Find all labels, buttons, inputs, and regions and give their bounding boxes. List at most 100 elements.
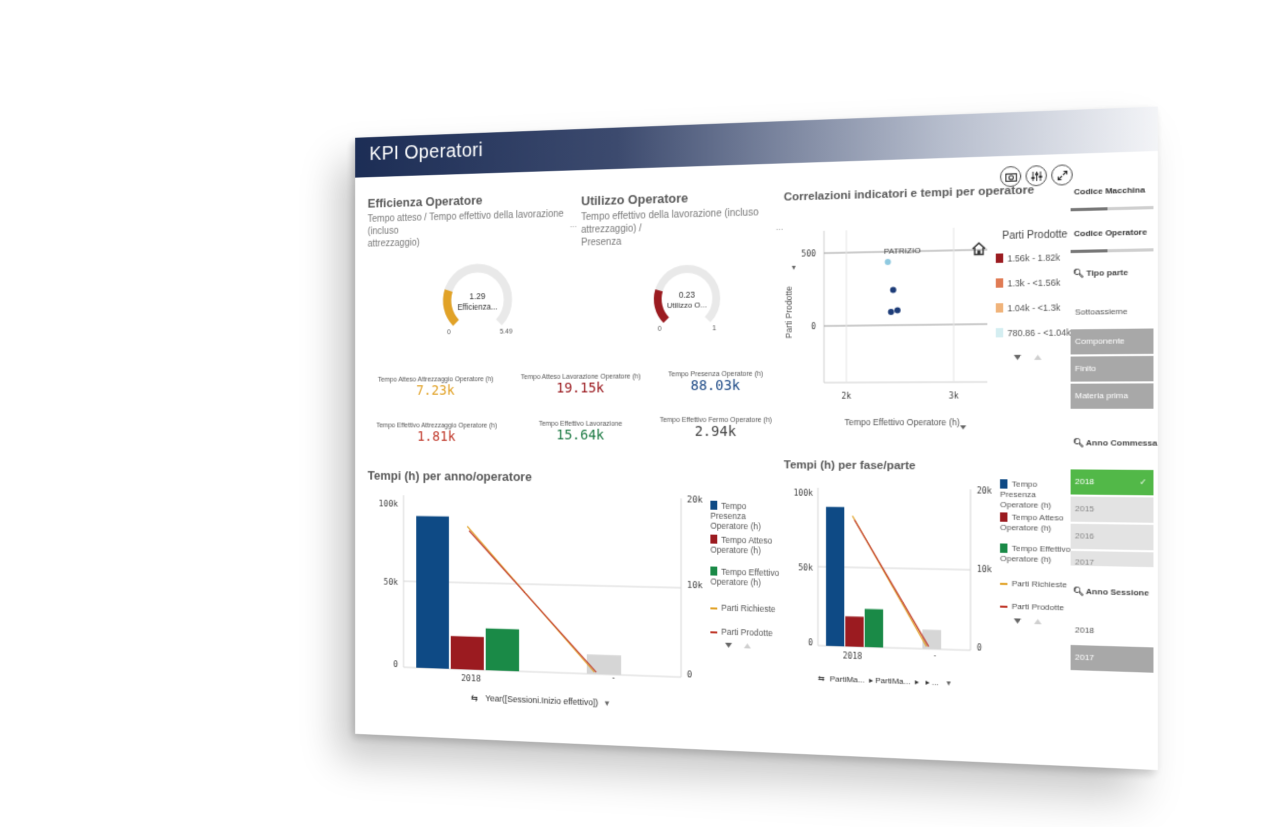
chevron-up-icon[interactable]: [1034, 619, 1041, 624]
scatter-legend-item[interactable]: 1.3k - <1.56k: [996, 277, 1060, 288]
scatter-legend-item[interactable]: 780.86 - <1.04k: [996, 327, 1071, 338]
bar[interactable]: [865, 609, 883, 648]
filter-tipo-parte-title[interactable]: 🔍︎ Tipo parte: [1073, 267, 1154, 278]
legend-label: Tempo Effettivo Operatore (h): [1000, 544, 1071, 564]
breadcrumb-item[interactable]: PartiMa...: [875, 676, 910, 686]
chart-fase-legend-item[interactable]: Parti Prodotte: [1000, 601, 1073, 610]
search-icon: 🔍︎: [1073, 269, 1084, 279]
legend-pager[interactable]: [724, 641, 754, 652]
chevron-down-icon[interactable]: [725, 643, 732, 648]
filter-codice-operatore[interactable]: Codice Operatore: [1071, 221, 1154, 253]
breadcrumb-item[interactable]: ...: [932, 678, 939, 687]
chevron-down-icon[interactable]: [960, 425, 966, 429]
breadcrumb-item[interactable]: PartiMa...: [830, 674, 865, 684]
bar[interactable]: [486, 628, 519, 671]
legend-swatch: [710, 535, 717, 544]
scatter-x-tick: 2k: [841, 392, 851, 401]
scatter-point-label: PATRIZIO: [884, 246, 921, 256]
y-left-tick: 100k: [379, 500, 399, 510]
scatter-point[interactable]: [890, 287, 896, 293]
legend-swatch: [710, 607, 717, 609]
chart-anno-legend-item[interactable]: Tempo Atteso Operatore (h): [710, 535, 781, 556]
legend-label: 780.86 - <1.04k: [1007, 327, 1070, 338]
filter-item[interactable]: Finito: [1071, 356, 1154, 382]
chart-anno[interactable]: 100k 50k 0 20k 10k 0 2018 -: [364, 485, 710, 693]
scatter-point[interactable]: [894, 307, 900, 313]
filter-bar: [1071, 249, 1108, 253]
filter-item[interactable]: Componente: [1071, 328, 1154, 354]
efficienza-subtitle: Tempo atteso / Tempo effettivo della lav…: [368, 208, 570, 251]
scatter-plot[interactable]: 500 0 2k 3k Parti Prodotte Tempo Effetti…: [782, 216, 998, 433]
bar[interactable]: [587, 654, 621, 675]
legend-swatch: [710, 501, 717, 510]
chart-fase-legend-item[interactable]: Tempo Atteso Operatore (h): [1000, 512, 1073, 534]
chart-fase-legend-item[interactable]: Tempo Effettivo Operatore (h): [1000, 543, 1073, 565]
chevron-down-icon[interactable]: [1014, 355, 1021, 360]
bar[interactable]: [416, 516, 449, 669]
scatter-y-tick: 0: [811, 322, 816, 331]
legend-pager[interactable]: [1013, 616, 1045, 627]
filter-codice-macchina[interactable]: Codice Macchina: [1071, 179, 1154, 212]
filter-item[interactable]: 2018: [1071, 618, 1154, 646]
chart-anno-legend-item[interactable]: Parti Richieste: [710, 602, 781, 614]
chevron-down-icon[interactable]: [1014, 618, 1021, 623]
legend-label: Tempo Atteso Operatore (h): [710, 535, 772, 556]
legend-swatch: [710, 631, 717, 633]
home-icon[interactable]: [972, 241, 987, 256]
legend-swatch: [1000, 479, 1007, 488]
bar[interactable]: [826, 507, 844, 647]
chevron-up-icon[interactable]: [744, 643, 751, 648]
chart-fase-legend-item[interactable]: Tempo Presenza Operatore (h): [1000, 479, 1073, 511]
bar[interactable]: [922, 630, 941, 650]
scatter-legend-title: Parti Prodotte: [1002, 229, 1067, 242]
filter-item[interactable]: Materia prima: [1071, 383, 1154, 408]
filter-title: Anno Commessa: [1086, 438, 1157, 448]
scatter-point[interactable]: [888, 309, 894, 315]
filter-item[interactable]: 2017: [1071, 645, 1154, 673]
efficienza-gauge: 1.29 Efficienza... 0 5.49: [436, 256, 519, 344]
legend-label: Parti Prodotte: [721, 627, 773, 637]
chart-fase-legend-item[interactable]: Parti Richieste: [1000, 579, 1073, 591]
chart-fase-breadcrumb[interactable]: ⇆ PartiMa... ▸ PartiMa... ▸ ▸... ▼: [818, 674, 952, 688]
chart-anno-legend-item[interactable]: Parti Prodotte: [710, 626, 781, 636]
bar[interactable]: [845, 616, 863, 647]
chart-fase[interactable]: 100k 50k 0 20k 10k 0 2018 -: [786, 479, 1009, 668]
scatter-points: PATRIZIO: [884, 246, 921, 315]
filter-item[interactable]: 2016: [1071, 524, 1154, 551]
y-left-tick: 0: [808, 638, 813, 647]
filter-item[interactable]: 2017: [1071, 551, 1154, 567]
legend-swatch: [1000, 543, 1007, 552]
legend-label: Parti Prodotte: [1012, 602, 1064, 611]
x-tick: 2018: [461, 674, 481, 685]
legend-pager[interactable]: [1013, 353, 1045, 364]
kpi-effettivo-attrezzaggio: Tempo Effettivo Attrezzaggio Operatore (…: [364, 423, 510, 445]
expand-icon[interactable]: [1051, 164, 1073, 186]
bar[interactable]: [451, 636, 484, 670]
y-left-tick: 100k: [794, 488, 814, 497]
scatter-legend-item[interactable]: 1.56k - 1.82k: [996, 252, 1060, 264]
filter-item-label: 2018: [1075, 477, 1094, 487]
y-left-tick: 0: [393, 660, 398, 670]
app-title: KPI Operatori: [369, 140, 483, 166]
scatter-point[interactable]: [885, 259, 891, 265]
sliders-icon[interactable]: [1026, 165, 1047, 186]
kpi-value: 1.81k: [364, 429, 510, 445]
y-right-tick: 20k: [977, 486, 992, 496]
scatter-legend-item[interactable]: 1.04k - <1.3k: [996, 302, 1060, 313]
chevron-down-icon[interactable]: [792, 266, 796, 270]
chart-anno-legend-item[interactable]: Tempo Effettivo Operatore (h): [710, 566, 781, 588]
filter-anno-sessione-title[interactable]: 🔍︎ Anno Sessione: [1073, 586, 1154, 597]
chevron-down-icon: ▼: [945, 680, 952, 687]
efficienza-gauge-min: 0: [447, 329, 451, 336]
filter-anno-commessa-title[interactable]: 🔍︎ Anno Commessa: [1073, 438, 1154, 448]
chart-anno-legend-item[interactable]: Tempo Presenza Operatore (h): [710, 501, 781, 532]
scatter-y-label: Parti Prodotte: [784, 286, 794, 339]
x-tick: -: [612, 673, 615, 683]
filter-item-selected[interactable]: 2018 ✓: [1071, 469, 1154, 495]
filter-item[interactable]: Sottoassieme: [1071, 299, 1154, 325]
filter-item[interactable]: 2015: [1071, 497, 1154, 523]
chart-anno-dimension[interactable]: ⇆ Year([Sessioni.Inizio effettivo]) ▼: [471, 693, 611, 709]
chevron-up-icon[interactable]: [1034, 355, 1041, 360]
legend-label: 1.3k - <1.56k: [1007, 277, 1060, 288]
